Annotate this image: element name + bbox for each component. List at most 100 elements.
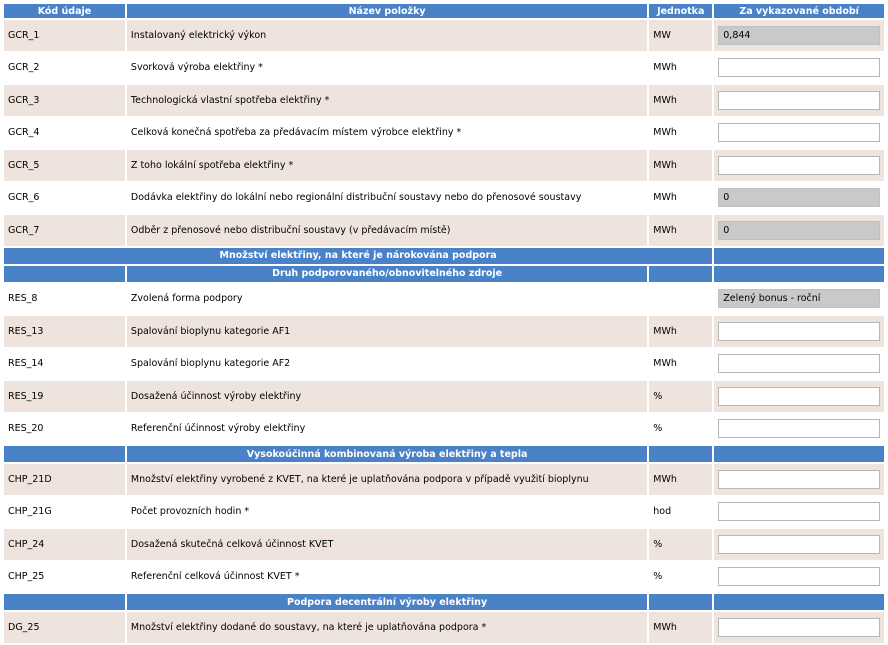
section-spacer [4,446,125,462]
section-title: Vysokoúčinná kombinovaná výroba elektřin… [126,446,648,462]
row-unit: MWh [649,117,713,148]
row-code: GCR_4 [4,117,125,148]
row-name: Z toho lokální spotřeba elektřiny * [126,150,648,181]
table-row: RES_14 Spalování bioplynu kategorie AF2 MW… [4,348,884,379]
section-spacer [714,594,884,610]
row-value-cell [714,381,884,412]
value-input[interactable] [718,419,880,439]
table-row: RES_20 Referenční účinnost výroby elektři… [4,413,884,444]
value-input[interactable] [718,534,880,554]
table-row: RES_13 Spalování bioplynu kategorie AF1 MW… [4,316,884,347]
row-unit: MWh [649,52,713,83]
row-name: Referenční účinnost výroby elektřiny [126,413,648,444]
section-spacer [714,265,884,282]
row-unit: MWh [649,150,713,181]
row-name: Zvolená forma podpory [126,283,648,314]
row-code: GCR_3 [4,85,125,116]
table-row: GCR_2 Svorková výroba elektřiny * MWh [4,52,884,83]
row-name: Dosažená skutečná celková účinnost KVET [126,529,648,560]
section-title: Druh podporovaného/obnovitelného zdroje [126,265,648,282]
section-spacer [4,594,125,610]
value-input[interactable] [718,617,880,637]
table-row: CHP_21G Počet provozních hodin * hod [4,496,884,527]
col-header-name: Název položky [126,4,648,18]
row-unit [649,283,713,314]
table-row: RES_19 Dosažená účinnost výroby elektřiny… [4,381,884,412]
row-value-cell [714,529,884,560]
value-input[interactable] [718,386,880,406]
section-title: Množství elektřiny, na které je nároková… [4,247,713,264]
value-input[interactable] [718,58,880,78]
section-header-row: Druh podporovaného/obnovitelného zdroje [4,265,884,282]
row-value-cell [714,52,884,83]
row-name: Množství elektřiny vyrobené z KVET, na k… [126,464,648,495]
row-name: Dodávka elektřiny do lokální nebo region… [126,182,648,213]
row-code: RES_14 [4,348,125,379]
value-input[interactable] [718,123,880,143]
section-spacer [714,446,884,462]
section-spacer [4,265,125,282]
row-code: RES_19 [4,381,125,412]
row-value-cell: 0 [714,182,884,213]
row-unit: MWh [649,464,713,495]
row-unit: MW [649,20,713,51]
table-row: RES_8 Zvolená forma podpory Zelený bonus -… [4,283,884,314]
value-input[interactable] [718,90,880,110]
row-name: Množství elektřiny dodané do soustavy, n… [126,612,648,643]
row-value-cell [714,464,884,495]
row-value-cell [714,85,884,116]
row-code: GCR_2 [4,52,125,83]
row-name: Referenční celková účinnost KVET * [126,561,648,592]
row-code: DG_25 [4,612,125,643]
row-value-cell [714,496,884,527]
row-code: GCR_7 [4,215,125,246]
row-unit: MWh [649,612,713,643]
table-row: CHP_25 Referenční celková účinnost KVET *… [4,561,884,592]
row-code: RES_20 [4,413,125,444]
row-code: RES_13 [4,316,125,347]
row-name: Instalovaný elektrický výkon [126,20,648,51]
readonly-value-field: 0,844 [718,25,880,45]
row-code: GCR_1 [4,20,125,51]
table-row: GCR_5 Z toho lokální spotřeba elektřiny *… [4,150,884,181]
row-value-cell: 0 [714,215,884,246]
row-code: CHP_24 [4,529,125,560]
row-value-cell [714,561,884,592]
value-input[interactable] [718,321,880,341]
table-row: CHP_24 Dosažená skutečná celková účinnost… [4,529,884,560]
row-name: Celková konečná spotřeba za předávacím m… [126,117,648,148]
row-code: CHP_21G [4,496,125,527]
value-input[interactable] [718,469,880,489]
row-code: RES_8 [4,283,125,314]
readonly-value-field: 0 [718,188,880,208]
row-value-cell [714,348,884,379]
value-input[interactable] [718,502,880,522]
row-code: CHP_25 [4,561,125,592]
value-input[interactable] [718,155,880,175]
row-value-cell: Zelený bonus - roční [714,283,884,314]
readonly-value-field: Zelený bonus - roční [718,289,880,309]
table-row: CHP_21D Množství elektřiny vyrobené z KVE… [4,464,884,495]
section-spacer [649,265,713,282]
section-spacer [649,446,713,462]
row-value-cell: 0,844 [714,20,884,51]
section-header-row: Množství elektřiny, na které je nároková… [4,247,884,264]
row-unit: MWh [649,348,713,379]
row-value-cell [714,117,884,148]
row-unit: % [649,529,713,560]
row-name: Technologická vlastní spotřeba elektřiny… [126,85,648,116]
col-header-code: Kód údaje [4,4,125,18]
row-value-cell [714,413,884,444]
section-header-row: Vysokoúčinná kombinovaná výroba elektřin… [4,446,884,462]
col-header-period: Za vykazované období [714,4,884,18]
value-input[interactable] [718,354,880,374]
table-row: DG_25 Množství elektřiny dodané do sousta… [4,612,884,643]
row-name: Dosažená účinnost výroby elektřiny [126,381,648,412]
section-header-row: Podpora decentrální výroby elektřiny [4,594,884,610]
section-spacer [714,247,884,264]
table-row: GCR_1 Instalovaný elektrický výkon MW 0,844 [4,20,884,51]
col-header-unit: Jednotka [649,4,713,18]
row-name: Spalování bioplynu kategorie AF1 [126,316,648,347]
value-input[interactable] [718,567,880,587]
